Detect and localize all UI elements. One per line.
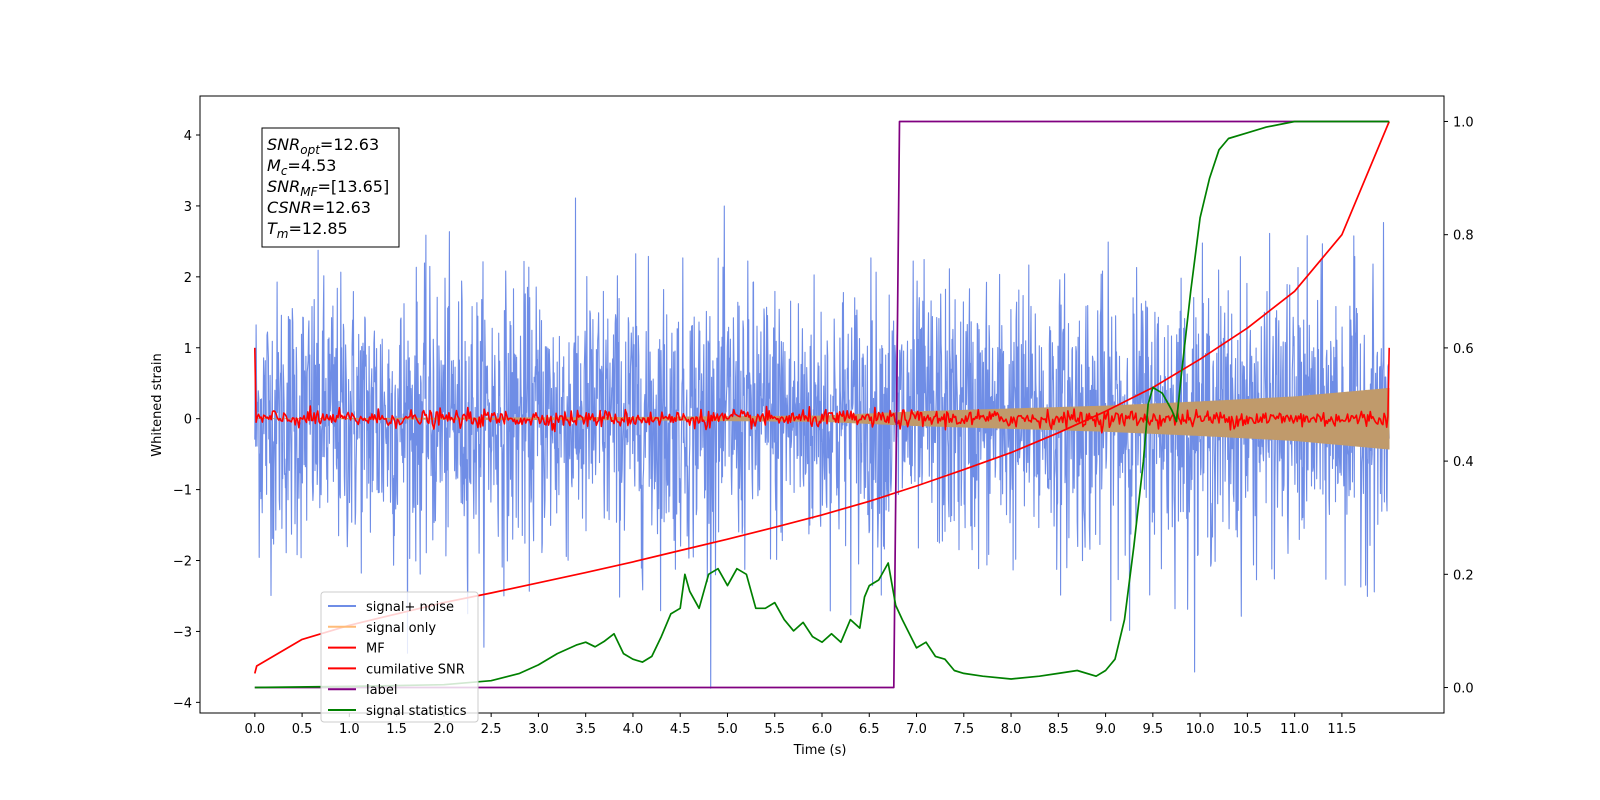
- y2-tick-label: 0.2: [1453, 568, 1474, 583]
- series-signal-noise: [254, 197, 1390, 689]
- x-tick-label: 8.0: [1001, 722, 1022, 737]
- y-tick-label: 2: [184, 271, 192, 286]
- y-tick-label: −2: [173, 555, 192, 570]
- signal-noise-line: [254, 197, 1390, 689]
- y2-tick-label: 0.0: [1453, 682, 1474, 697]
- line-4: [254, 120, 1389, 689]
- x-axis-title: Time (s): [793, 743, 847, 758]
- x-tick-label: 3.0: [528, 722, 549, 737]
- y2-tick-label: 1.0: [1453, 115, 1474, 130]
- legend-label: signal only: [366, 621, 436, 636]
- x-tick-label: 7.0: [906, 722, 927, 737]
- y-axis-title: Whitened strain: [150, 353, 165, 456]
- x-tick-label: 0.5: [292, 722, 313, 737]
- series-signal-statistics: [254, 120, 1390, 689]
- y2-tick-label: 0.4: [1453, 455, 1474, 470]
- y-tick-label: 3: [184, 200, 192, 215]
- y-tick-label: 4: [184, 129, 192, 144]
- x-tick-label: 1.5: [386, 722, 407, 737]
- x-tick-label: 10.0: [1186, 722, 1215, 737]
- x-tick-label: 5.5: [764, 722, 785, 737]
- stats-annotation-box: SNRopt=12.63Mc=4.53SNRMF=[13.65]CSNR=12.…: [261, 127, 400, 248]
- legend-label: cumilative SNR: [366, 662, 465, 677]
- legend: signal+ noise signal only MF cumilative SNR…: [320, 591, 479, 723]
- legend-label: MF: [366, 642, 385, 657]
- series-label: [254, 120, 1389, 689]
- y-axis-right: 1.0 0.8 0.6 0.4 0.2 0.0: [1444, 115, 1474, 697]
- x-tick-label: 6.0: [812, 722, 833, 737]
- legend-frame: [320, 591, 479, 723]
- y-tick-label: −3: [173, 625, 192, 640]
- x-tick-label: 9.0: [1095, 722, 1116, 737]
- annotation-frame: [261, 127, 400, 248]
- x-tick-label: 6.5: [859, 722, 880, 737]
- x-tick-label: 5.0: [717, 722, 738, 737]
- y-tick-label: −4: [173, 696, 192, 711]
- legend-label: signal+ noise: [366, 600, 454, 615]
- x-tick-label: 10.5: [1233, 722, 1262, 737]
- y-axis-left: 4 3 2 1 0 −1 −2 −3 −4: [173, 129, 200, 711]
- annotation-line: Mc=4.53: [267, 156, 336, 178]
- series-mf: [254, 347, 1390, 434]
- y2-tick-label: 0.6: [1453, 342, 1474, 357]
- y2-tick-label: 0.8: [1453, 229, 1474, 244]
- y-tick-label: −1: [173, 484, 192, 499]
- x-tick-label: 8.5: [1048, 722, 1069, 737]
- x-tick-label: 2.0: [434, 722, 455, 737]
- line-5: [254, 120, 1390, 689]
- x-tick-label: 4.5: [670, 722, 691, 737]
- x-tick-label: 7.5: [953, 722, 974, 737]
- y-tick-label: 1: [184, 342, 192, 357]
- annotation-line: SNRopt=12.63: [267, 135, 379, 157]
- x-tick-label: 4.0: [623, 722, 644, 737]
- x-tick-label: 11.0: [1280, 722, 1309, 737]
- x-tick-label: 9.5: [1143, 722, 1164, 737]
- annotation-line: Tm=12.85: [267, 219, 348, 241]
- mf-line: [254, 347, 1390, 434]
- y-tick-label: 0: [184, 413, 192, 428]
- x-tick-label: 1.0: [339, 722, 360, 737]
- legend-label: signal statistics: [366, 704, 467, 719]
- annotation-line: SNRMF=[13.65]: [267, 177, 389, 199]
- legend-label: label: [366, 683, 397, 698]
- x-tick-label: 11.5: [1327, 722, 1356, 737]
- x-tick-label: 2.5: [481, 722, 502, 737]
- x-tick-label: 0.0: [244, 722, 265, 737]
- x-axis: 0.0 0.5 1.0 1.5 2.0 2.5 3.0 3.5 4.0 4.5 5.0 5.5 6.0 6…: [244, 713, 1356, 737]
- x-tick-label: 3.5: [575, 722, 596, 737]
- annotation-line: CSNR=12.63: [267, 198, 371, 217]
